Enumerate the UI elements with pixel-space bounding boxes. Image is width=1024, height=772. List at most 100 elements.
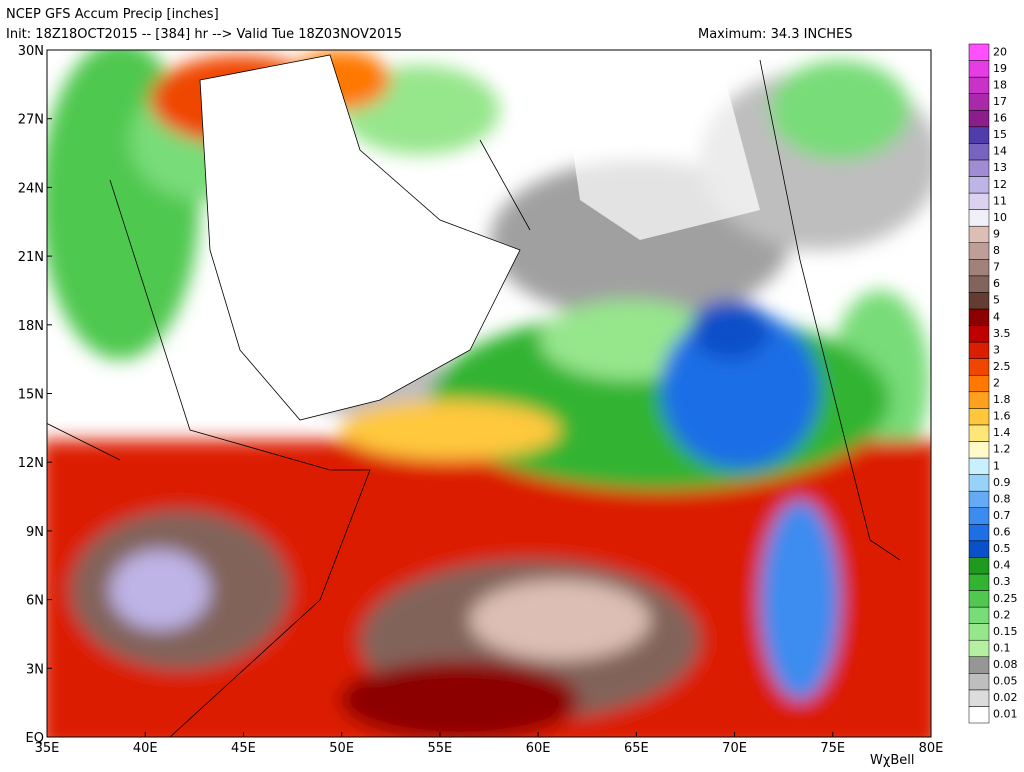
- colorbar-swatch: [968, 524, 990, 542]
- colorbar-swatch: [968, 557, 990, 575]
- colorbar-label: 0.6: [993, 526, 1011, 539]
- colorbar-swatch: [968, 176, 990, 194]
- colorbar-swatch: [968, 209, 990, 227]
- colorbar-label: 0.2: [993, 608, 1011, 621]
- colorbar-label: 1.4: [993, 426, 1011, 439]
- colorbar-label: 14: [993, 145, 1007, 158]
- colorbar-swatch: [968, 573, 990, 591]
- colorbar-label: 0.4: [993, 559, 1011, 572]
- colorbar-label: 3.5: [993, 327, 1011, 340]
- colorbar-swatch: [968, 60, 990, 78]
- colorbar-label: 0.3: [993, 575, 1011, 588]
- subtitle: Init: 18Z18OCT2015 -- [384] hr --> Valid…: [6, 27, 402, 42]
- colorbar-swatch: [968, 192, 990, 210]
- colorbar-label: 0.08: [993, 658, 1018, 671]
- colorbar-label: 18: [993, 78, 1007, 91]
- colorbar-swatch: [968, 590, 990, 608]
- lat-label: 3N: [26, 662, 44, 677]
- colorbar-label: 13: [993, 161, 1007, 174]
- colorbar-swatch: [968, 93, 990, 111]
- lon-label: 80E: [919, 741, 944, 756]
- colorbar-label: 7: [993, 261, 1000, 274]
- colorbar-swatch: [968, 424, 990, 442]
- lon-label: 60E: [526, 741, 551, 756]
- lon-label: 70E: [722, 741, 747, 756]
- colorbar-swatch: [968, 441, 990, 459]
- colorbar-label: 20: [993, 45, 1007, 58]
- colorbar-swatch: [968, 540, 990, 558]
- lon-label: 65E: [624, 741, 649, 756]
- colorbar-swatch: [968, 374, 990, 393]
- colorbar-label: 10: [993, 211, 1007, 224]
- colorbar-label: 16: [993, 112, 1007, 125]
- colorbar-swatch: [968, 225, 990, 243]
- colorbar-swatch: [968, 606, 990, 624]
- colorbar-label: 9: [993, 227, 1000, 240]
- colorbar-swatch: [968, 490, 990, 508]
- colorbar-swatch: [968, 673, 990, 691]
- colorbar-label: 1.6: [993, 410, 1011, 423]
- colorbar-swatch: [968, 623, 990, 641]
- colorbar-swatch: [968, 109, 990, 128]
- colorbar-swatch: [968, 639, 990, 658]
- colorbar-label: 0.9: [993, 476, 1011, 489]
- colorbar-label: 0.05: [993, 675, 1018, 688]
- colorbar-label: 15: [993, 128, 1007, 141]
- colorbar-label: 3: [993, 343, 1000, 356]
- precip-field: [47, 50, 931, 737]
- title: NCEP GFS Accum Precip [inches]: [6, 7, 219, 22]
- lon-label: 45E: [231, 741, 256, 756]
- colorbar-label: 0.15: [993, 625, 1018, 638]
- colorbar-swatch: [968, 408, 990, 426]
- colorbar-label: 6: [993, 277, 1000, 290]
- colorbar-swatch: [968, 706, 990, 724]
- colorbar-swatch: [968, 474, 990, 492]
- colorbar-swatch: [968, 391, 990, 409]
- lat-label: 9N: [26, 525, 44, 540]
- colorbar-label: 1.8: [993, 393, 1011, 406]
- lat-label: 6N: [26, 594, 44, 609]
- colorbar-label: 0.02: [993, 691, 1018, 704]
- colorbar-label: 0.5: [993, 542, 1011, 555]
- colorbar-swatch: [968, 358, 990, 376]
- lon-label: 55E: [428, 741, 453, 756]
- colorbar-label: 5: [993, 294, 1000, 307]
- colorbar-label: 1.2: [993, 443, 1011, 456]
- colorbar-label: 11: [993, 194, 1007, 207]
- colorbar-swatch: [968, 259, 990, 277]
- colorbar-label: 0.7: [993, 509, 1011, 522]
- colorbar-label: 2: [993, 377, 1000, 390]
- colorbar-swatch: [968, 43, 990, 61]
- lat-label: 27N: [18, 113, 44, 128]
- colorbar-label: 12: [993, 178, 1007, 191]
- lat-label: 21N: [18, 250, 44, 265]
- colorbar-swatch: [968, 689, 990, 707]
- colorbar-label: 19: [993, 62, 1007, 75]
- lon-label: 50E: [329, 741, 354, 756]
- colorbar-label: 17: [993, 95, 1007, 108]
- colorbar-label: 8: [993, 244, 1000, 257]
- colorbar-swatch: [968, 325, 990, 343]
- lat-label: 18N: [18, 319, 44, 334]
- lat-label: 30N: [18, 44, 44, 59]
- colorbar-swatch: [968, 656, 990, 674]
- lat-label: 15N: [18, 388, 44, 403]
- colorbar-label: 1: [993, 459, 1000, 472]
- colorbar-swatch: [968, 507, 990, 525]
- lat-label: 12N: [18, 456, 44, 471]
- lon-label: 40E: [133, 741, 158, 756]
- colorbar-swatch: [968, 143, 990, 161]
- colorbar-swatch: [968, 308, 990, 326]
- colorbar-label: 4: [993, 310, 1000, 323]
- lon-label: 75E: [820, 741, 845, 756]
- colorbar-label: 0.25: [993, 592, 1018, 605]
- maximum: Maximum: 34.3 INCHES: [698, 27, 853, 42]
- colorbar-swatch: [968, 126, 990, 144]
- colorbar-swatch: [968, 242, 990, 260]
- colorbar-swatch: [968, 76, 990, 94]
- colorbar-label: 2.5: [993, 360, 1011, 373]
- lat-label: 24N: [18, 181, 44, 196]
- colorbar-swatch: [968, 341, 990, 359]
- lat-label: EQ: [26, 731, 44, 746]
